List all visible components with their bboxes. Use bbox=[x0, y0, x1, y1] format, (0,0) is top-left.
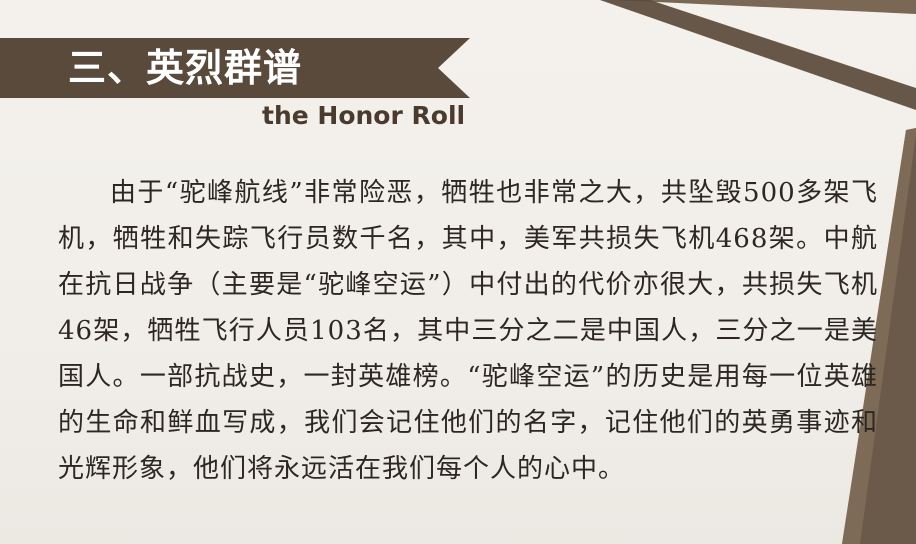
top-right-ribbon-shadow bbox=[600, 0, 916, 110]
section-subtitle: the Honor Roll bbox=[262, 101, 466, 130]
banner-shape bbox=[0, 38, 470, 98]
section-banner bbox=[0, 38, 470, 98]
body-paragraph: 由于“驼峰航线”非常险恶，牺牲也非常之大，共坠毁500多架飞机，牺牲和失踪飞行员… bbox=[58, 178, 878, 484]
right-frame-bar-highlight bbox=[842, 128, 916, 544]
section-title: 三、英烈群谱 bbox=[68, 46, 303, 90]
top-right-ribbon bbox=[588, 0, 916, 14]
